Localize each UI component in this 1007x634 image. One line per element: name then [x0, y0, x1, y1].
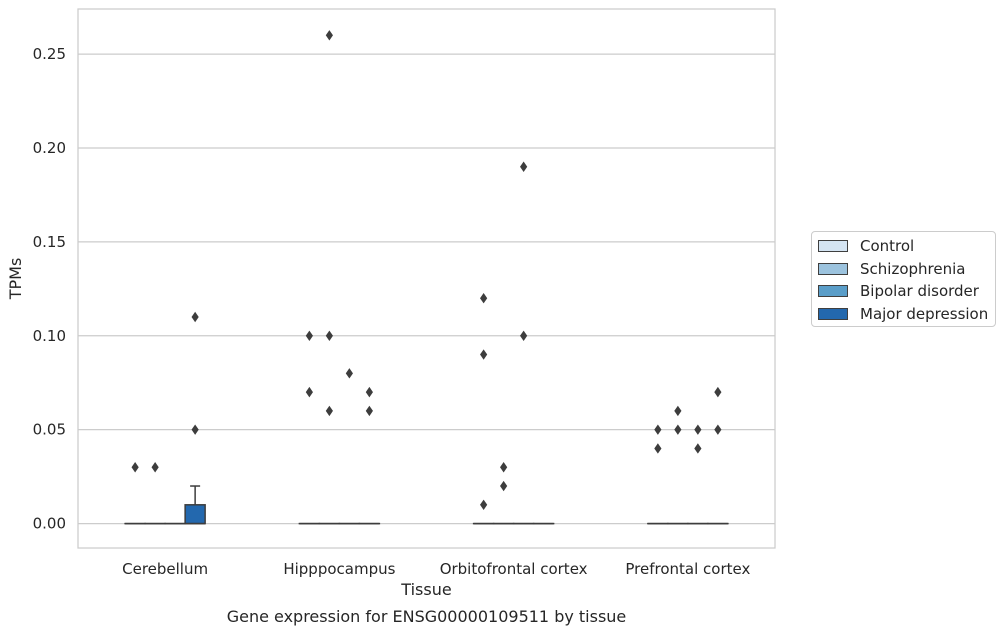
- outlier-point: [674, 424, 682, 435]
- outlier-point: [714, 424, 722, 435]
- legend-item: Schizophrenia: [818, 258, 989, 281]
- legend: Control Schizophrenia Bipolar disorder Majo…: [811, 231, 996, 327]
- outlier-point: [714, 386, 722, 398]
- x-tick-label: Prefrontal cortex: [625, 560, 750, 578]
- y-tick-label: 0.25: [33, 45, 66, 63]
- legend-item: Control: [818, 235, 989, 258]
- legend-swatch: [818, 307, 848, 320]
- y-tick-label: 0.00: [33, 515, 66, 533]
- outlier-point: [480, 349, 488, 360]
- x-tick-label: Orbitofrontal cortex: [440, 560, 588, 578]
- gridlines: [78, 53, 775, 525]
- y-tick-label: 0.05: [33, 421, 66, 439]
- outlier-point: [654, 424, 662, 435]
- outlier-point: [191, 311, 199, 323]
- outlier-point: [305, 386, 313, 398]
- outlier-point: [345, 368, 353, 379]
- box: [184, 504, 206, 525]
- legend-label: Control: [860, 237, 915, 256]
- x-tick-labels: Cerebellum Hipppocampus Orbitofrontal cort…: [122, 560, 750, 578]
- outlier-point: [674, 405, 682, 417]
- outlier-point: [694, 424, 702, 435]
- outlier-point: [520, 330, 528, 341]
- legend-label: Major depression: [860, 304, 989, 323]
- y-tick-label: 0.15: [33, 233, 66, 251]
- y-tick-label: 0.20: [33, 139, 66, 157]
- x-tick-label: Hipppocampus: [283, 560, 395, 578]
- outlier-point: [325, 30, 333, 41]
- legend-label: Bipolar disorder: [860, 282, 979, 301]
- legend-item: Major depression: [818, 303, 989, 326]
- y-axis-label: TPMs: [6, 258, 25, 301]
- outlier-point: [325, 405, 333, 417]
- outlier-point: [500, 462, 508, 473]
- legend-item: Bipolar disorder: [818, 280, 989, 303]
- outlier-point: [365, 405, 373, 417]
- legend-label: Schizophrenia: [860, 259, 966, 278]
- outlier-point: [480, 499, 488, 511]
- outlier-point: [520, 161, 528, 172]
- outlier-point: [131, 462, 139, 473]
- legend-swatch: [818, 240, 848, 253]
- outlier-point: [365, 386, 373, 398]
- boxes: [124, 485, 729, 525]
- outliers: [131, 30, 722, 511]
- legend-swatch: [818, 285, 848, 298]
- x-axis-label: Tissue: [400, 580, 451, 599]
- plot-area-frame: [77, 8, 776, 549]
- outlier-point: [325, 330, 333, 341]
- y-tick-labels: 0.00 0.05 0.10 0.15 0.20 0.25: [33, 45, 66, 533]
- y-tick-label: 0.10: [33, 327, 66, 345]
- outlier-point: [191, 424, 199, 435]
- outlier-point: [694, 443, 702, 454]
- x-tick-label: Cerebellum: [122, 560, 208, 578]
- outlier-point: [654, 443, 662, 454]
- outlier-point: [500, 480, 508, 492]
- chart-caption: Gene expression for ENSG00000109511 by t…: [227, 607, 627, 626]
- outlier-point: [151, 462, 159, 473]
- legend-swatch: [818, 262, 848, 275]
- outlier-point: [305, 330, 313, 341]
- outlier-point: [480, 293, 488, 304]
